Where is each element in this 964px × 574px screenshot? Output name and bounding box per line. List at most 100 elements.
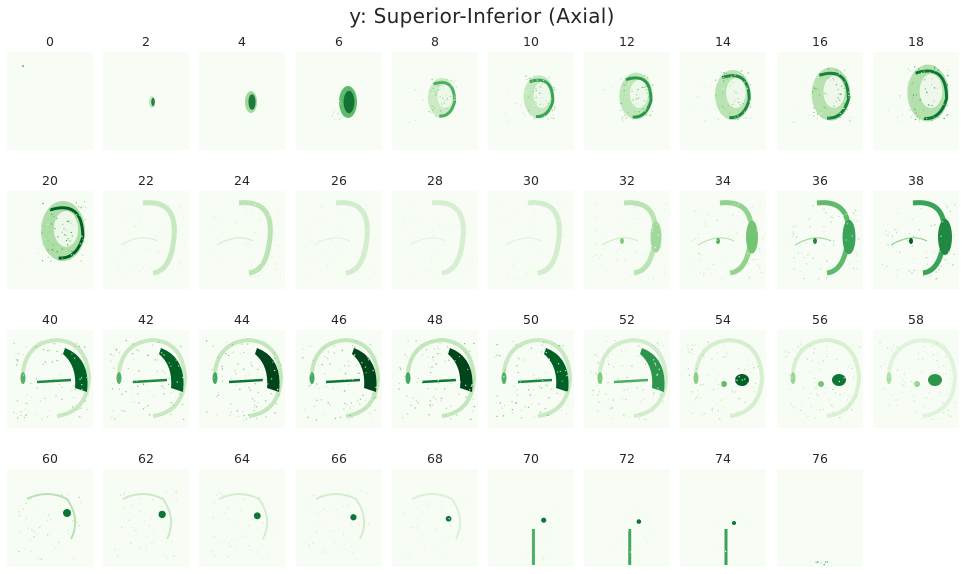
- tissue-speck: [899, 95, 901, 97]
- tissue-speck: [412, 397, 414, 399]
- tissue-speck: [750, 117, 752, 119]
- tissue-speck: [432, 356, 434, 358]
- tissue-region: [887, 337, 958, 418]
- tissue-speck: [930, 398, 932, 400]
- tissue-speck: [468, 400, 470, 402]
- tissue-speck: [896, 274, 898, 277]
- tissue-speck: [566, 375, 568, 377]
- tissue-speck: [633, 113, 636, 116]
- tissue-speck: [628, 416, 630, 418]
- tissue-speck: [250, 549, 252, 551]
- slice-label: 26: [331, 173, 347, 188]
- tissue-speck: [265, 416, 267, 418]
- tissue-speck: [53, 547, 56, 549]
- tissue-speck: [622, 414, 625, 416]
- tissue-speck: [801, 348, 803, 350]
- tissue-speck: [545, 247, 547, 249]
- tissue-speck: [180, 263, 182, 265]
- tissue-speck: [792, 226, 794, 228]
- tissue-speck: [430, 372, 432, 374]
- tissue-speck: [621, 118, 623, 120]
- tissue-speck: [425, 349, 428, 351]
- tissue-speck: [530, 403, 533, 405]
- slice-image: [777, 52, 863, 150]
- tissue-speck: [813, 107, 815, 109]
- tissue-speck: [561, 265, 563, 267]
- tissue-speck: [713, 117, 716, 119]
- tissue-speck: [327, 236, 329, 238]
- tissue-speck: [558, 345, 560, 347]
- tissue-speck: [215, 252, 217, 254]
- tissue-speck: [919, 99, 921, 101]
- tissue-speck: [660, 247, 662, 249]
- tissue-speck: [259, 220, 261, 222]
- slice-image: [488, 330, 574, 428]
- tissue-speck: [539, 86, 541, 88]
- tissue-speck: [532, 266, 534, 268]
- tissue-speck: [642, 389, 644, 391]
- slice-image: [7, 191, 93, 289]
- tissue-speck: [817, 394, 819, 396]
- slice-label: 42: [138, 312, 154, 327]
- tissue-speck: [552, 410, 554, 412]
- tissue-speck: [725, 355, 727, 357]
- tissue-speck: [261, 504, 263, 507]
- tissue-speck: [70, 231, 72, 234]
- tissue-speck: [520, 104, 522, 106]
- tissue-speck: [310, 373, 312, 375]
- tissue-speck: [472, 410, 474, 412]
- tissue-speck: [848, 263, 850, 265]
- tissue-speck: [930, 418, 932, 420]
- tissue-speck: [138, 498, 140, 500]
- tissue-speck: [353, 206, 355, 208]
- tissue-speck: [633, 341, 635, 343]
- tissue-speck: [40, 227, 42, 229]
- tissue-speck: [703, 356, 705, 358]
- tissue-speck: [438, 207, 441, 209]
- tissue-speck: [562, 235, 564, 237]
- tissue-speck: [706, 108, 708, 110]
- tissue-speck: [76, 521, 78, 523]
- tissue-speck: [722, 91, 724, 94]
- tissue-speck: [744, 369, 746, 371]
- tissue-speck: [689, 219, 691, 221]
- tissue-speck: [856, 220, 858, 222]
- tissue-speck: [690, 351, 692, 354]
- slice-label: 20: [42, 173, 58, 188]
- tissue-speck: [909, 70, 911, 72]
- tissue-speck: [469, 389, 471, 391]
- tissue-speck: [896, 116, 899, 118]
- tissue-speck: [825, 349, 828, 351]
- tissue-speck: [144, 407, 146, 409]
- tissue-speck: [950, 415, 952, 417]
- tissue-speck: [220, 514, 222, 516]
- tissue-speck: [732, 214, 734, 216]
- tissue-speck: [858, 238, 860, 240]
- tissue-speck: [792, 231, 794, 233]
- tissue-speck: [635, 250, 638, 252]
- tissue-speck: [715, 79, 717, 81]
- tissue-speck: [817, 278, 820, 280]
- tissue-speck: [274, 268, 276, 271]
- slice-label: 44: [234, 312, 250, 327]
- tissue-speck: [912, 97, 914, 99]
- tissue-speck: [698, 259, 700, 261]
- tissue-speck: [465, 396, 467, 398]
- tissue-speck: [720, 412, 722, 415]
- tissue-speck: [78, 496, 80, 498]
- tissue-speck: [930, 385, 932, 387]
- slice-panel: 44: [199, 312, 285, 428]
- tissue-speck: [312, 261, 314, 263]
- tissue-speck: [439, 541, 441, 543]
- tissue-speck: [403, 227, 405, 230]
- tissue-speck: [157, 513, 159, 515]
- tissue-speck: [792, 407, 795, 409]
- tissue-speck: [654, 246, 656, 248]
- tissue-speck: [620, 102, 622, 104]
- tissue-speck: [163, 371, 165, 373]
- tissue-speck: [164, 554, 166, 557]
- tissue-speck: [134, 268, 136, 271]
- tissue-speck: [703, 363, 705, 365]
- tissue-speck: [911, 245, 913, 247]
- tissue-speck: [947, 409, 949, 411]
